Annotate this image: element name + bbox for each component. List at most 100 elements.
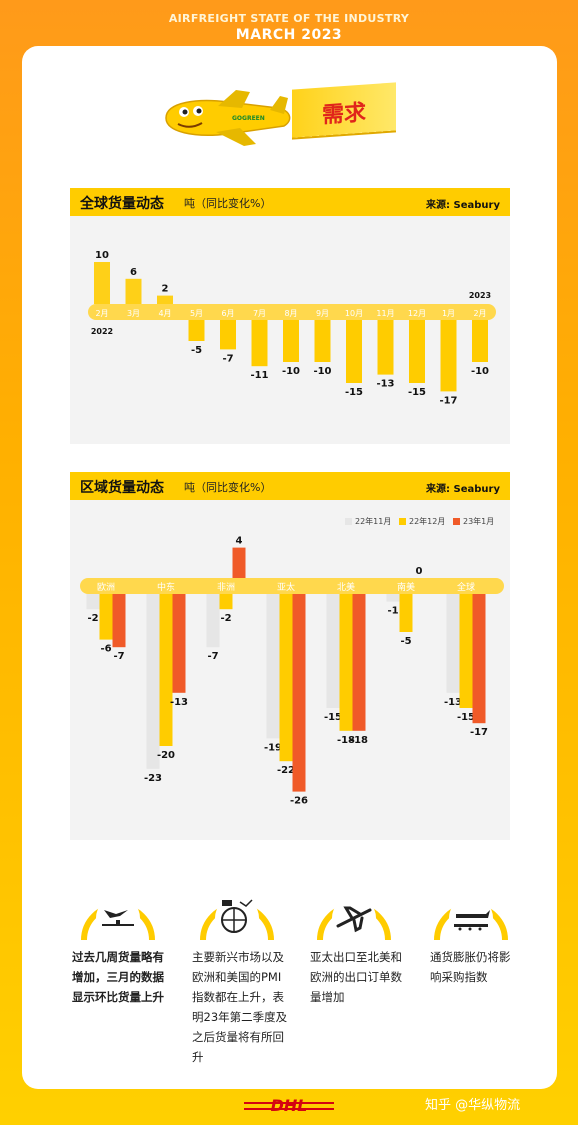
region-label-0: 欧洲 [97,581,115,593]
value-label-4-2: -18 [350,735,368,746]
value-label-9: -13 [376,379,394,390]
airplane-icon [317,896,391,941]
dhl-logo-text: DHL [271,1096,308,1115]
value-label-6-1: -15 [457,712,475,723]
value-label-6-2: -17 [470,727,488,738]
value-label-4-0: -15 [324,712,342,723]
value-label-3: -5 [191,345,202,356]
value-label-10: -15 [408,387,426,398]
region-label-5: 南美 [397,581,415,593]
value-label-11: -17 [439,395,457,406]
value-label-4-1: -18 [337,735,355,746]
header-date: MARCH 2023 [235,27,343,43]
legend-item-jan: 23年1月 [453,517,494,526]
plane-illustration: GOGREEN [165,90,291,146]
month-label-6: 8月 [284,309,297,318]
month-label-2: 4月 [158,309,171,318]
insight-1: 过去几周货量略有增加，三月的数据显示环比货量上升 [72,950,164,1004]
year-label-end: 2023 [469,291,491,300]
bar-5-1 [399,594,413,632]
value-label-5: -11 [250,370,268,381]
bar-3-1 [279,594,293,762]
bar-10 [409,320,425,383]
bar-6-2 [472,594,486,724]
bar-8 [346,320,362,383]
month-label-3: 5月 [190,309,203,318]
value-label-2-1: -2 [220,613,231,624]
value-label-3-2: -26 [290,796,308,807]
global-panel: 全球货量动态 吨（同比变化%） 来源: Seabury 2月 10 3月 6 4月 2 5月… [70,188,510,444]
bar-9 [377,320,394,375]
value-label-4: -7 [222,353,233,364]
value-label-0-2: -7 [113,651,124,662]
legend-item-nov: 22年11月 [345,517,391,526]
demand-banner: 需求 [292,82,396,138]
bar-0 [94,262,110,304]
region-axis-band [80,578,504,594]
value-label-3-1: -22 [277,765,295,776]
insight-4: 通货膨胀仍将影响采购指数 [430,950,511,984]
bar-6-1 [459,594,473,708]
bar-0-1 [99,594,113,640]
value-label-0-0: -2 [87,613,98,624]
global-panel-source: 来源: Seabury [426,200,500,211]
month-label-8: 10月 [345,309,363,318]
month-label-5: 7月 [253,309,266,318]
bar-4 [220,320,236,350]
value-label-0: 10 [95,250,109,261]
year-label-start: 2022 [91,327,113,336]
bar-1-1 [159,594,173,746]
value-label-2: 2 [162,284,169,295]
bar-11 [440,320,457,392]
bar-0-0 [86,594,100,610]
value-label-5-1: -5 [400,636,411,647]
insight-2: 主要新兴市场以及欧洲和美国的PMI指数都在上升，表明23年第二季度及之后货量将有… [192,950,288,1064]
bar-2-1 [219,594,233,610]
bar-3 [188,320,205,341]
bar-5-0 [386,594,400,602]
bar-4-0 [326,594,340,708]
value-label-7: -10 [313,366,331,377]
value-label-1-2: -13 [170,697,188,708]
month-axis-band [88,304,496,320]
globe-chart-icon [200,896,274,941]
bar-12 [472,320,488,362]
legend: 22年11月 22年12月 23年1月 [345,516,494,527]
global-panel-unit: 吨（同比变化%） [184,197,272,210]
regional-panel-unit: 吨（同比变化%） [184,481,272,494]
region-label-1: 中东 [157,581,175,593]
airport-runway-icon [81,896,155,941]
value-label-3-0: -19 [264,742,282,753]
bar-2-0 [206,594,220,648]
month-label-9: 11月 [376,309,394,318]
bar-6 [283,320,299,362]
dhl-logo: DHL [244,1096,334,1115]
bar-1-0 [146,594,160,769]
value-label-1-0: -23 [144,773,162,784]
regional-panel: 区域货量动态 吨（同比变化%） 来源: Seabury 22年11月 22年12… [70,472,510,840]
header-subtitle: AIRFREIGHT STATE OF THE INDUSTRY [168,12,410,25]
bar-1-2 [172,594,186,693]
month-label-11: 1月 [442,309,455,318]
bar-3-2 [292,594,306,792]
value-label-6-0: -13 [444,697,462,708]
month-label-4: 6月 [221,309,234,318]
value-label-1: 6 [130,267,137,278]
month-label-1: 3月 [127,309,140,318]
value-label-5-2: 0 [416,566,423,577]
bar-4-2 [352,594,366,731]
value-label-1-1: -20 [157,750,175,761]
bar-7 [314,320,331,362]
value-label-6: -10 [282,366,300,377]
region-label-2: 非洲 [217,581,235,593]
value-label-2-2: 4 [236,536,243,547]
regional-panel-header: 区域货量动态 吨（同比变化%） 来源: Seabury [70,472,510,500]
legend-item-dec: 22年12月 [399,517,445,526]
bar-0-2 [112,594,126,648]
region-label-6: 全球 [457,581,475,593]
plane-text: GOGREEN [232,115,265,122]
value-label-8: -15 [345,387,363,398]
value-label-5-0: -1 [387,606,398,617]
region-label-4: 北美 [337,581,355,593]
